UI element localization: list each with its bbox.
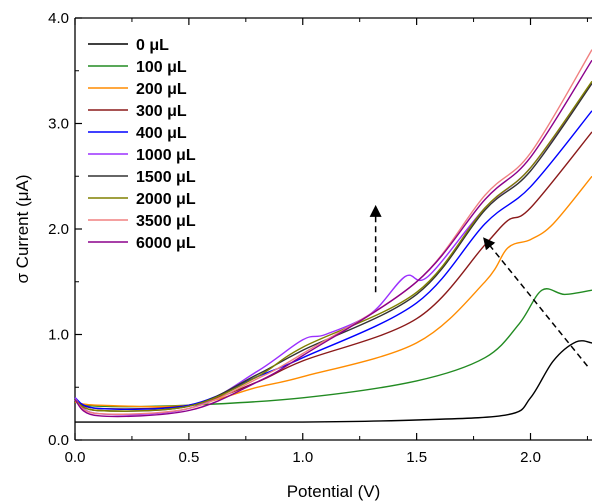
- y-tick-label: 2.0: [48, 221, 69, 238]
- legend-label-7: 2000 μL: [136, 191, 196, 208]
- legend-label-0: 0 μL: [136, 37, 169, 54]
- x-axis-label: Potential (V): [287, 482, 381, 501]
- y-tick-label: 3.0: [48, 116, 69, 133]
- legend-label-6: 1500 μL: [136, 169, 196, 186]
- series-line-9: [74, 59, 592, 418]
- x-tick-label: 2.0: [520, 449, 541, 466]
- y-tick-label: 0.0: [48, 432, 69, 449]
- series-line-0: [75, 340, 592, 423]
- series-line-8: [74, 49, 592, 415]
- y-tick-label: 4.0: [48, 10, 69, 27]
- legend-label-4: 400 μL: [136, 125, 187, 142]
- series-line-7: [74, 80, 592, 412]
- dashed-arrow-1: [483, 237, 589, 367]
- x-tick-label: 1.5: [406, 449, 427, 466]
- series-line-4: [74, 110, 592, 411]
- legend-label-2: 200 μL: [136, 81, 187, 98]
- legend-label-5: 1000 μL: [136, 147, 196, 164]
- y-axis-label: σ Current (μA): [13, 174, 32, 283]
- x-tick-label: 0.0: [65, 449, 86, 466]
- series-line-2: [74, 175, 592, 408]
- legend-label-9: 6000 μL: [136, 235, 196, 252]
- ticks: 0.0 0.5 1.0 1.5 2.0 0.0 1.0 2.0 3.0 4.0: [48, 10, 588, 466]
- x-tick-label: 1.0: [292, 449, 313, 466]
- legend-label-1: 100 μL: [136, 59, 187, 76]
- x-tick-label: 0.5: [178, 449, 199, 466]
- series-line-1: [74, 288, 592, 408]
- annotation-layer: [369, 204, 589, 367]
- legend: 0 μL 100 μL 200 μL 300 μL 400 μL 1000 μL 1500 …: [88, 37, 196, 252]
- legend-label-8: 3500 μL: [136, 213, 196, 230]
- series-layer: [74, 49, 592, 423]
- legend-label-3: 300 μL: [136, 103, 187, 120]
- y-tick-label: 1.0: [48, 327, 69, 344]
